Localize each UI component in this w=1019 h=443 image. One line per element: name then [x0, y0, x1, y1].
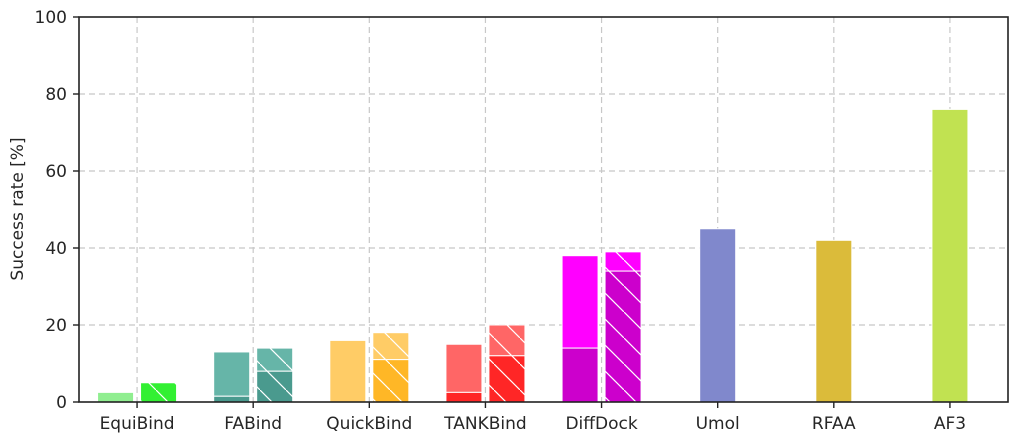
x-tick-label: Umol: [696, 414, 740, 434]
bar-hatch-overlay: [488, 325, 525, 402]
plot-frame: [78, 16, 1009, 403]
bar-hatch-overlay: [372, 332, 409, 402]
y-tick-label: 60: [45, 162, 67, 182]
y-tick-label: 20: [45, 316, 67, 336]
bar-fabind-plain-upper: [213, 351, 251, 397]
bar-diffdock-plain-upper: [561, 255, 599, 349]
grid-lines: [79, 17, 1008, 402]
y-tick-label: 40: [45, 239, 67, 259]
y-tick-label: 80: [45, 85, 67, 105]
bar-diffdock-plain-lower: [561, 347, 599, 402]
x-tick-label: EquiBind: [100, 414, 175, 434]
bar-tankbind-plain-upper: [445, 343, 483, 393]
bars: [97, 108, 969, 402]
y-axis-label: Success rate [%]: [8, 137, 28, 280]
bar-hatch-overlay: [256, 348, 293, 402]
x-tick-label: AF3: [934, 414, 966, 434]
bar-hatch-overlay: [605, 251, 642, 402]
bar-af3-plain-upper: [931, 108, 969, 402]
axis-ticks: 0 20 40 60 80 100 EquiBind FABind QuickBind TANKB…: [35, 8, 967, 434]
x-tick-label: FABind: [224, 414, 282, 434]
x-tick-label: DiffDock: [565, 414, 637, 434]
bar-tankbind-plain-lower: [445, 391, 483, 402]
x-tick-label: RFAA: [812, 414, 856, 434]
bar-rfaa-plain-upper: [815, 239, 853, 402]
bar-equibind-plain-upper: [97, 391, 135, 402]
y-tick-label: 100: [35, 8, 67, 28]
bar-umol-plain-upper: [699, 228, 737, 402]
y-tick-label: 0: [56, 393, 67, 413]
x-tick-label: TANKBind: [443, 414, 527, 434]
bar-fabind-plain-lower: [213, 395, 251, 402]
bar-hatch-overlay: [140, 382, 177, 402]
bar-quickbind-plain-upper: [329, 339, 367, 402]
x-tick-label: QuickBind: [326, 414, 412, 434]
